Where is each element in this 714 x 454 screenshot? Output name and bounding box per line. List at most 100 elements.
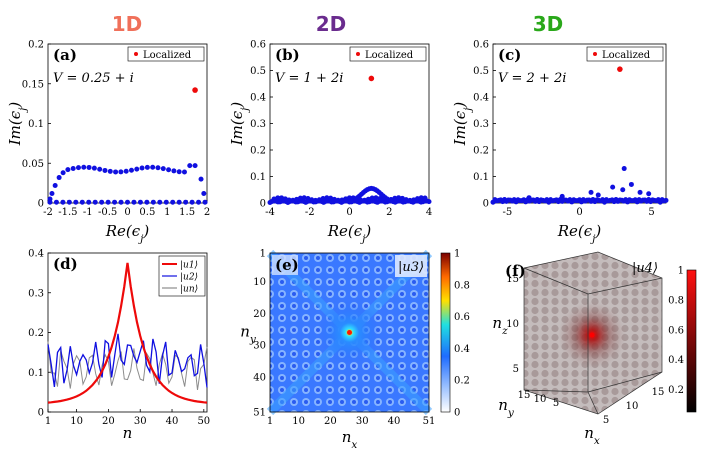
- panel-d: 1 10 20 30 40 50 0 0.1 0.2 0.3 0.4 n (d) |u1⟩ |u2⟩ |un⟩: [28, 249, 210, 443]
- y-tick-label: 0.5: [250, 66, 266, 77]
- y-axis-label: ny: [240, 323, 257, 346]
- y-tick-label: 10: [534, 394, 547, 405]
- y-tick-label: 20: [253, 309, 266, 320]
- extended-state-point: [328, 195, 334, 201]
- x-tick-label: -1.5: [58, 207, 77, 218]
- y-tick-label: 0.4: [28, 249, 44, 260]
- localized-point: [368, 75, 375, 82]
- extended-state-point: [86, 164, 92, 170]
- extended-state-point: [335, 197, 341, 203]
- extended-state-point: [170, 199, 176, 205]
- y-axis-label: Im(ϵj): [228, 102, 251, 147]
- x-tick-label: -0.5: [98, 207, 117, 218]
- plot-frame: [269, 43, 430, 204]
- extended-state-point: [49, 190, 55, 196]
- colorbar-tick-label: 0.8: [668, 295, 684, 306]
- extended-state-point: [316, 197, 322, 203]
- extended-state-point: [309, 197, 315, 203]
- x-tick-label: 1: [164, 207, 170, 218]
- extended-state-point: [628, 181, 634, 187]
- x-tick-label: 50: [197, 416, 210, 427]
- y-tick-label: 0.1: [250, 172, 266, 183]
- extended-state-point: [99, 199, 105, 205]
- extended-state-point: [343, 196, 349, 202]
- panel-a: -2 -1.5 -1 -0.5 0 0.5 1 1.5 2 0 0.05 0.1 0.15 0.2 Re(ϵ…: [6, 40, 210, 246]
- y-tick-label: 0.2: [250, 146, 266, 157]
- extended-state-point: [388, 197, 394, 203]
- extended-state-point: [150, 164, 156, 170]
- extended-state-point: [275, 195, 281, 201]
- extended-state-point: [198, 176, 204, 182]
- cube-edge: [523, 389, 589, 393]
- extended-state-point: [365, 196, 371, 202]
- x-tick-label: 4: [426, 207, 432, 218]
- column-title-2d: 2D: [315, 12, 347, 36]
- x-tick-label: 1.5: [179, 207, 195, 218]
- x-tick-label: -4: [265, 207, 275, 218]
- extended-state-point: [176, 169, 182, 175]
- column-title-3d: 3D: [532, 12, 564, 36]
- extended-state-point: [324, 195, 330, 201]
- x-tick-label: 30: [134, 416, 147, 427]
- extended-state-point: [620, 187, 626, 193]
- extended-state-point: [426, 199, 432, 205]
- extended-state-point: [113, 169, 119, 175]
- x-axis-label: Re(ϵj): [105, 222, 150, 245]
- extended-state-point: [53, 199, 59, 205]
- extended-state-point: [663, 197, 669, 203]
- extended-state-point: [157, 199, 163, 205]
- x-tick-label: -1: [83, 207, 93, 218]
- x-tick-label: 1: [45, 416, 51, 427]
- extended-state-point: [105, 199, 111, 205]
- x-tick-label: 5: [648, 207, 654, 218]
- extended-state-point: [128, 167, 134, 173]
- x-tick-label: 0: [124, 207, 130, 218]
- extended-state-point: [163, 199, 169, 205]
- z-tick-label: 15: [506, 274, 519, 285]
- legend-box: [127, 46, 205, 62]
- colorbar: [440, 252, 451, 413]
- legend-marker: [134, 52, 138, 56]
- extended-state-point: [373, 195, 379, 201]
- plot-frame: [269, 252, 430, 413]
- legend-label: Localized: [602, 50, 651, 61]
- x-tick-label: 15: [652, 387, 665, 398]
- plot-frame: [47, 43, 208, 204]
- y-tick-label: 0.4: [473, 93, 489, 104]
- z-tick-label: 5: [513, 364, 519, 375]
- y-tick-label: 0: [38, 408, 44, 419]
- legend-box: [349, 46, 427, 62]
- extended-state-point: [137, 199, 143, 205]
- extended-state-point: [73, 199, 79, 205]
- y-tick-label: 0.1: [28, 368, 44, 379]
- x-axis-label: n: [123, 424, 133, 442]
- extended-state-point: [150, 199, 156, 205]
- x-tick-label: -5: [503, 207, 513, 218]
- y-tick-label: 0.3: [28, 288, 44, 299]
- extended-state-point: [192, 163, 198, 169]
- extended-state-point: [181, 169, 187, 175]
- state-label: |u3⟩: [398, 260, 424, 275]
- cube-edge: [587, 391, 599, 415]
- extended-state-point: [418, 195, 424, 201]
- extended-state-point: [97, 166, 103, 172]
- extended-state-point: [414, 196, 420, 202]
- potential-annotation: V = 1 + 2i: [275, 71, 343, 86]
- y-axis-label: Im(ϵj): [6, 102, 29, 147]
- y-tick-label: 0.15: [22, 79, 44, 90]
- potential-annotation: V = 0.25 + i: [53, 71, 134, 86]
- y-tick-label: 5: [553, 398, 559, 409]
- extended-state-point: [92, 199, 98, 205]
- extended-state-point: [610, 184, 616, 190]
- state-label: |u4⟩: [632, 261, 658, 276]
- colorbar-tick-label: 0.2: [668, 385, 684, 396]
- extended-state-point: [134, 166, 140, 172]
- x-tick-label: 51: [423, 416, 436, 427]
- extended-state-point: [399, 195, 405, 201]
- colorbar-tick-label: 1: [678, 266, 684, 277]
- x-tick-label: 10: [626, 401, 639, 412]
- extended-state-point: [112, 199, 118, 205]
- extended-state-point: [139, 165, 145, 171]
- state-label-bg: [395, 255, 427, 277]
- extended-state-point: [52, 183, 58, 189]
